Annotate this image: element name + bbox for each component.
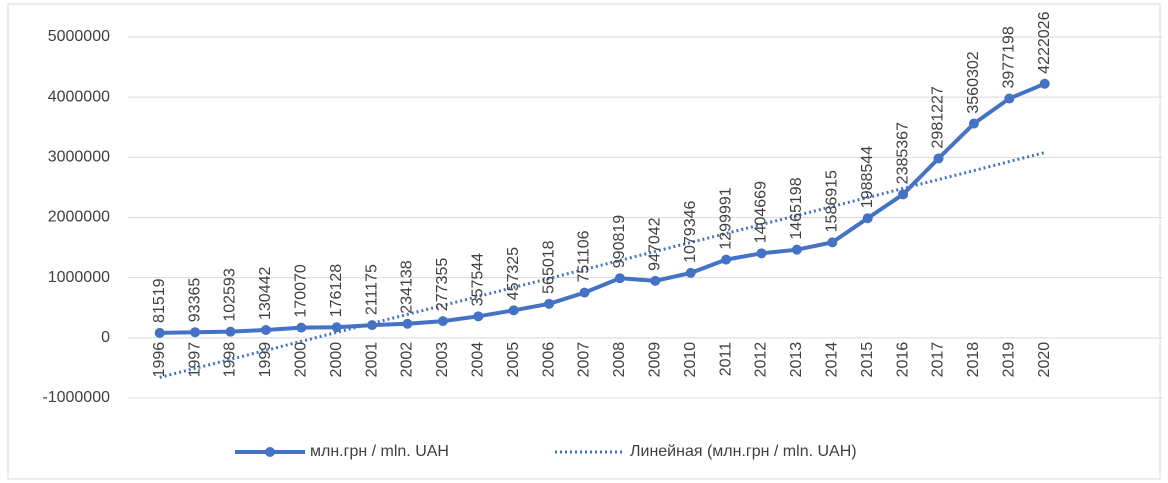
x-tick-label: 1999: [257, 342, 274, 378]
x-tick-label: 2013: [788, 342, 805, 378]
data-label: 130442: [257, 266, 274, 319]
point: [898, 189, 909, 200]
point: [225, 326, 236, 337]
data-label: 1988544: [859, 146, 876, 208]
x-tick-label: 2007: [576, 342, 593, 378]
data-label: 457325: [505, 247, 522, 300]
x-tick-label: 1996: [151, 342, 168, 378]
point: [331, 322, 342, 333]
data-label: 93365: [186, 278, 203, 323]
point: [1039, 78, 1050, 89]
point: [154, 327, 165, 338]
x-tick-label: 1998: [222, 342, 239, 378]
legend-label: млн.грн / mln. UAH: [310, 443, 449, 460]
point: [933, 153, 944, 164]
point: [437, 316, 448, 327]
point: [721, 254, 732, 265]
data-label: 2981227: [930, 86, 947, 148]
x-tick-label: 2019: [1001, 342, 1018, 378]
x-tick-label: 2020: [1036, 342, 1053, 378]
data-label: 1465198: [788, 177, 805, 239]
data-label: 176128: [328, 264, 345, 317]
chart-frame: [7, 3, 1161, 480]
x-tick-label: 2005: [505, 342, 522, 378]
data-label: 1586915: [824, 170, 841, 232]
point: [296, 322, 307, 333]
x-tick-label: 2000: [293, 342, 310, 378]
data-label: 102593: [222, 268, 239, 321]
y-tick-label: 5000000: [48, 28, 110, 45]
x-tick-label: 2006: [540, 342, 557, 378]
point: [579, 287, 590, 298]
legend-marker: [265, 447, 275, 457]
point: [260, 324, 271, 335]
point: [1004, 93, 1015, 104]
y-tick-label: -1000000: [42, 389, 110, 406]
point: [650, 275, 661, 286]
y-tick-label: 3000000: [48, 149, 110, 166]
data-label: 277355: [434, 258, 451, 311]
data-label: 565018: [540, 240, 557, 293]
x-tick-label: 2011: [717, 342, 734, 377]
x-tick-label: 2009: [647, 342, 664, 378]
data-label: 751106: [576, 230, 593, 282]
point: [968, 118, 979, 129]
legend-label: Линейная (млн.грн / mln. UAH): [630, 443, 857, 460]
data-label: 211175: [363, 264, 380, 315]
data-label: 1404669: [753, 181, 770, 243]
data-label: 947042: [647, 217, 664, 270]
y-tick-label: 1000000: [48, 269, 110, 286]
x-tick-label: 2010: [682, 342, 699, 378]
point: [402, 318, 413, 329]
x-tick-label: 2002: [399, 342, 416, 378]
data-label: 357544: [470, 253, 487, 306]
point: [827, 237, 838, 248]
trend-line: [159, 151, 1046, 379]
x-tick-label: 2017: [930, 342, 947, 378]
point: [685, 267, 696, 278]
data-label: 3977198: [1001, 26, 1018, 88]
x-tick-label: 2000: [328, 342, 345, 378]
data-label: 990819: [611, 215, 628, 268]
y-tick-label: 2000000: [48, 209, 110, 226]
x-tick-label: 2014: [824, 342, 841, 378]
point: [756, 248, 767, 259]
point: [862, 213, 873, 224]
point: [791, 244, 802, 255]
data-label: 81519: [151, 278, 168, 323]
data-label: 234138: [399, 260, 416, 313]
data-label: 4222026: [1036, 11, 1053, 73]
point: [508, 305, 519, 316]
data-label: 170070: [293, 264, 310, 317]
x-tick-label: 2003: [434, 342, 451, 378]
x-tick-label: 2004: [470, 342, 487, 378]
x-tick-label: 2001: [363, 342, 380, 378]
data-label: 2385367: [894, 122, 911, 184]
point: [190, 327, 201, 338]
data-label: 3560302: [965, 51, 982, 113]
y-tick-label: 4000000: [48, 88, 110, 105]
x-tick-label: 2018: [965, 342, 982, 378]
data-label: 1079346: [682, 201, 699, 263]
x-tick-label: 2012: [753, 342, 770, 378]
series-line: [159, 81, 1046, 335]
x-tick-label: 1997: [186, 342, 203, 378]
point: [473, 311, 484, 322]
point: [544, 298, 555, 309]
x-tick-label: 2015: [859, 342, 876, 378]
x-tick-label: 2016: [894, 342, 911, 378]
point: [367, 320, 378, 331]
point: [614, 273, 625, 284]
data-label: 1299991: [717, 187, 734, 249]
x-tick-label: 2008: [611, 342, 628, 378]
y-tick-label: 0: [101, 329, 110, 346]
